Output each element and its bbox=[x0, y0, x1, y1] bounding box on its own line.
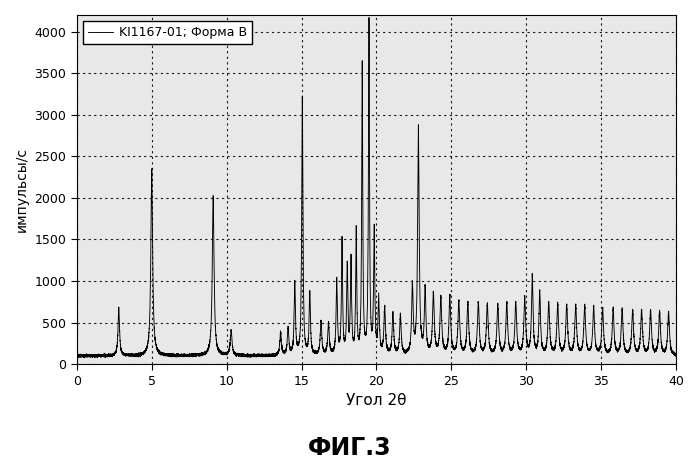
KI1167-01; Форма B bbox=[605, 348, 613, 353]
KI1167-01; Форма B bbox=[565, 340, 573, 346]
KI1167-01; Форма B bbox=[73, 354, 81, 359]
Text: ФИГ.3: ФИГ.3 bbox=[308, 436, 391, 460]
KI1167-01; Форма B bbox=[224, 348, 233, 354]
KI1167-01; Форма B bbox=[672, 352, 680, 358]
Legend: KI1167-01; Форма B: KI1167-01; Форма B bbox=[83, 21, 252, 44]
KI1167-01; Форма B bbox=[365, 15, 373, 20]
X-axis label: Угол 2θ: Угол 2θ bbox=[346, 393, 407, 408]
KI1167-01; Форма B bbox=[80, 355, 88, 361]
Line: KI1167-01; Форма B: KI1167-01; Форма B bbox=[77, 18, 676, 358]
KI1167-01; Форма B bbox=[648, 335, 656, 341]
KI1167-01; Форма B bbox=[132, 352, 140, 357]
Y-axis label: импульсы/с: импульсы/с bbox=[15, 147, 29, 232]
KI1167-01; Форма B bbox=[550, 346, 559, 352]
